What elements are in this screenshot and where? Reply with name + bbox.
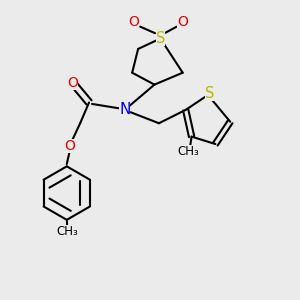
Text: O: O <box>67 76 78 90</box>
Text: S: S <box>156 31 165 46</box>
Text: CH₃: CH₃ <box>56 225 78 238</box>
Text: O: O <box>177 15 188 29</box>
Text: S: S <box>205 86 214 101</box>
Text: O: O <box>128 15 139 29</box>
Text: O: O <box>64 139 75 152</box>
Text: N: N <box>119 102 130 117</box>
Text: CH₃: CH₃ <box>178 145 200 158</box>
